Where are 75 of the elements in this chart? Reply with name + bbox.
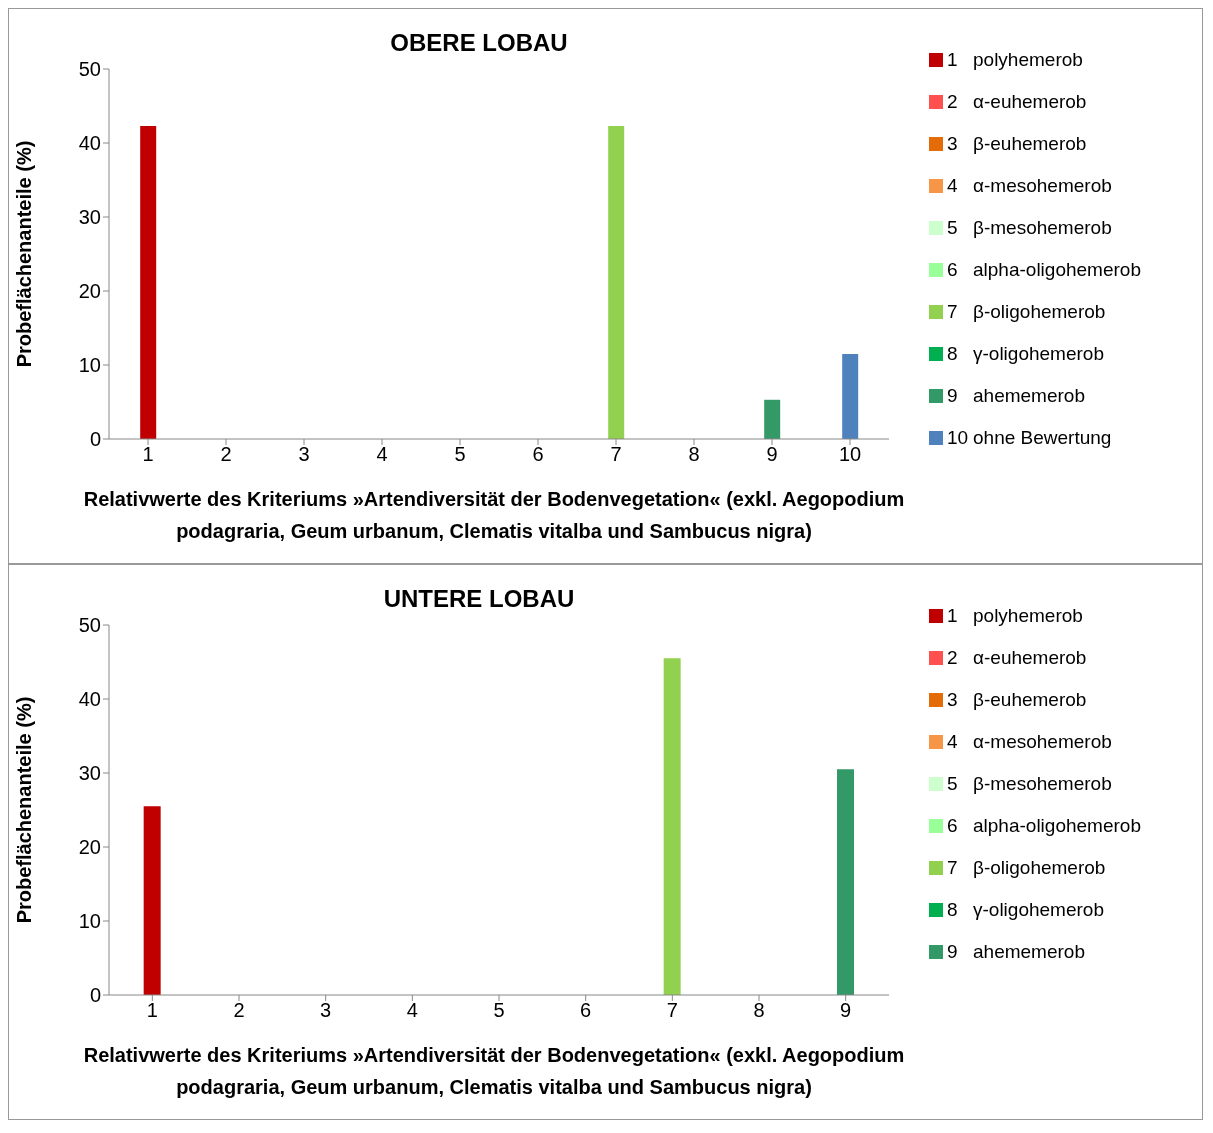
x-tick-label: 4 — [376, 443, 388, 466]
legend-label: ohne Bewertung — [973, 427, 1112, 449]
legend-label: β-euhemerob — [973, 689, 1087, 711]
y-axis-title: Probeflächenanteile (%) — [13, 696, 36, 924]
x-tick-label: 7 — [610, 443, 622, 466]
x-tick-label: 8 — [753, 999, 765, 1022]
y-tick-label: 50 — [78, 614, 101, 637]
legend-label: β-oligohemerob — [973, 857, 1106, 879]
chart-title: UNTERE LOBAU — [382, 585, 576, 614]
x-tick-label: 10 — [838, 443, 862, 466]
x-tick-label: 5 — [493, 999, 505, 1022]
category-label: 9 — [947, 941, 958, 962]
category-label: 7 — [947, 857, 958, 878]
category-label: 6 — [947, 815, 958, 836]
y-tick-label: 0 — [89, 984, 101, 1007]
category-label: 8 — [947, 899, 958, 920]
legend-label: α-mesohemerob — [973, 175, 1112, 197]
y-tick-label: 30 — [78, 206, 101, 229]
y-tick-label: 10 — [78, 354, 101, 377]
legend-label: α-mesohemerob — [973, 731, 1112, 753]
x-tick-label: 5 — [454, 443, 466, 466]
category-label: 3 — [947, 689, 958, 710]
category-label: 8 — [947, 343, 958, 364]
y-tick-label: 30 — [78, 762, 101, 785]
x-axis-title: Relativwerte des Kriteriums »Artendiversität der Bodenvegetation« (exkl. Aegopodium podagraria, Geum urbanum, Clematis vitalba und Sambucus nigra) — [82, 1043, 906, 1100]
legend-label: γ-oligohemerob — [973, 343, 1104, 365]
y-tick-label: 20 — [78, 836, 101, 859]
x-tick-label: 4 — [406, 999, 418, 1022]
x-tick-label: 1 — [142, 443, 154, 466]
x-tick-label: 6 — [580, 999, 592, 1022]
legend-label: alpha-oligohemerob — [973, 815, 1141, 837]
legend-label: ahememerob — [973, 385, 1085, 407]
x-tick-label: 9 — [766, 443, 778, 466]
category-label: 2 — [947, 91, 958, 112]
legend-label: polyhemerob — [973, 605, 1083, 627]
category-label: 10 — [947, 427, 969, 448]
category-label: 1 — [947, 605, 958, 626]
category-label: 5 — [947, 773, 958, 794]
legend-label: β-mesohemerob — [973, 217, 1112, 239]
y-tick-label: 20 — [78, 280, 101, 303]
category-label: 5 — [947, 217, 958, 238]
y-tick-label: 0 — [89, 428, 101, 451]
category-label: 7 — [947, 301, 958, 322]
category-label: 9 — [947, 385, 958, 406]
x-tick-label: 7 — [666, 999, 678, 1022]
chart-title: OBERE LOBAU — [389, 29, 569, 58]
category-label: 3 — [947, 133, 958, 154]
legend-label: β-mesohemerob — [973, 773, 1112, 795]
category-label: 4 — [947, 731, 958, 752]
x-tick-label: 2 — [220, 443, 232, 466]
legend-label: β-euhemerob — [973, 133, 1087, 155]
legend-label: α-euhemerob — [973, 91, 1087, 113]
x-tick-label: 2 — [233, 999, 245, 1022]
y-tick-label: 10 — [78, 910, 101, 933]
legend-label: polyhemerob — [973, 49, 1083, 71]
category-label: 6 — [947, 259, 958, 280]
y-tick-label: 40 — [78, 132, 101, 155]
y-tick-label: 50 — [78, 58, 101, 81]
legend-label: β-oligohemerob — [973, 301, 1106, 323]
legend-label: alpha-oligohemerob — [973, 259, 1141, 281]
category-label: 4 — [947, 175, 958, 196]
x-tick-label: 3 — [320, 999, 332, 1022]
x-tick-label: 1 — [146, 999, 158, 1022]
x-tick-label: 9 — [840, 999, 852, 1022]
x-axis-title: Relativwerte des Kriteriums »Artendiversität der Bodenvegetation« (exkl. Aegopodium podagraria, Geum urbanum, Clematis vitalba und Sambucus nigra) — [82, 487, 906, 544]
x-tick-label: 3 — [298, 443, 310, 466]
category-label: 1 — [947, 49, 958, 70]
x-tick-label: 8 — [688, 443, 700, 466]
category-label: 2 — [947, 647, 958, 668]
y-axis-title: Probeflächenanteile (%) — [13, 140, 36, 368]
legend-label: α-euhemerob — [973, 647, 1087, 669]
legend-label: γ-oligohemerob — [973, 899, 1104, 921]
x-tick-label: 6 — [532, 443, 544, 466]
legend-label: ahememerob — [973, 941, 1085, 963]
y-tick-label: 40 — [78, 688, 101, 711]
